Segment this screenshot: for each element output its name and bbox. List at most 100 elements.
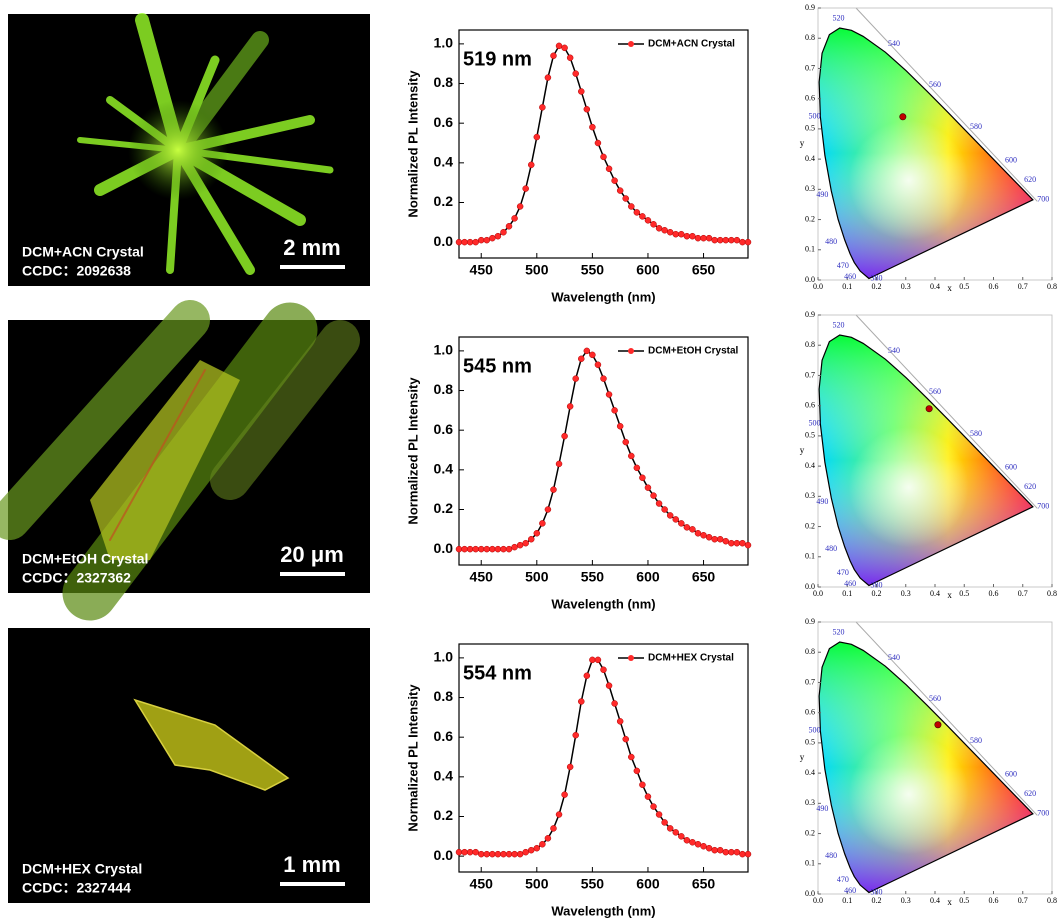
data-point <box>689 839 695 845</box>
wavelength-label: 540 <box>888 653 900 662</box>
y-tick-label: 1.0 <box>434 649 454 665</box>
data-point <box>517 542 523 548</box>
data-point <box>601 667 607 673</box>
data-point <box>662 506 668 512</box>
data-point <box>506 223 512 229</box>
wavelength-label: 620 <box>1024 175 1036 184</box>
data-point <box>684 524 690 530</box>
data-point <box>534 530 540 536</box>
data-point <box>684 233 690 239</box>
photo-ccdc: CCDC：2092638 <box>22 263 131 279</box>
data-point <box>578 356 584 362</box>
x-tick-label: 0.6 <box>989 896 999 905</box>
x-axis-title: x <box>947 897 952 907</box>
data-point <box>612 178 618 184</box>
wavelength-label: 700 <box>1037 195 1049 204</box>
data-point <box>695 235 701 241</box>
data-point <box>462 849 468 855</box>
data-point <box>595 657 601 663</box>
data-point <box>567 403 573 409</box>
x-tick-label: 0.3 <box>901 589 911 598</box>
data-point <box>517 851 523 857</box>
wavelength-label: 600 <box>1005 155 1017 164</box>
data-point <box>534 134 540 140</box>
data-point <box>656 225 662 231</box>
y-axis-title: Normalized PL Intensity <box>405 684 420 832</box>
wavelength-label: 520 <box>832 627 844 636</box>
scale-label: 1 mm <box>283 852 340 877</box>
wavelength-label: 620 <box>1024 482 1036 491</box>
data-point <box>628 453 634 459</box>
wavelength-label: 580 <box>970 122 982 131</box>
y-tick-label: 0.0 <box>805 582 815 591</box>
data-point <box>926 405 932 411</box>
y-tick-label: 1.0 <box>434 342 454 358</box>
x-tick-label: 0.2 <box>872 896 882 905</box>
data-point <box>723 237 729 243</box>
data-point <box>689 526 695 532</box>
data-point <box>645 485 651 491</box>
data-point <box>673 231 679 237</box>
wavelength-label: 600 <box>1005 462 1017 471</box>
data-point <box>539 841 545 847</box>
x-tick-label: 600 <box>636 262 660 278</box>
data-point <box>728 849 734 855</box>
y-tick-label: 0.4 <box>805 154 815 163</box>
x-tick-label: 500 <box>525 876 549 892</box>
data-point <box>723 849 729 855</box>
data-point <box>623 439 629 445</box>
data-point <box>512 544 518 550</box>
photo-label: DCM+HEX Crystal <box>22 861 142 877</box>
y-tick-label: 0.8 <box>434 381 454 397</box>
data-point <box>456 239 462 245</box>
x-tick-label: 500 <box>525 569 549 585</box>
data-point <box>623 196 629 202</box>
data-point <box>662 819 668 825</box>
data-point <box>662 227 668 233</box>
data-point <box>628 754 634 760</box>
data-point <box>623 736 629 742</box>
x-axis-title: Wavelength (nm) <box>551 596 655 611</box>
legend-label: DCM+HEX Crystal <box>648 653 734 664</box>
wavelength-label: 520 <box>832 13 844 22</box>
x-tick-label: 0.7 <box>1018 589 1028 598</box>
data-point <box>706 534 712 540</box>
wavelength-label: 470 <box>837 568 849 577</box>
x-tick-label: 0.1 <box>842 282 852 291</box>
x-tick-label: 0.4 <box>930 896 940 905</box>
wavelength-label: 460 <box>844 579 856 588</box>
data-point <box>528 847 534 853</box>
data-point <box>645 794 651 800</box>
x-tick-label: 550 <box>581 569 605 585</box>
data-point <box>728 540 734 546</box>
page: DCM+ACN CrystalCCDC：20926382 mmDCM+EtOH … <box>0 0 1064 921</box>
data-point <box>473 546 479 552</box>
peak-annotation: 545 nm <box>463 355 532 377</box>
y-tick-label: 0.8 <box>805 33 815 42</box>
wavelength-label: 380 <box>871 887 883 896</box>
data-point <box>739 540 745 546</box>
data-point <box>495 233 501 239</box>
data-point <box>935 722 941 728</box>
y-axis-title: y <box>800 138 805 148</box>
data-point <box>500 851 506 857</box>
data-point <box>462 239 468 245</box>
y-tick-label: 0.3 <box>805 491 815 500</box>
data-point <box>556 43 562 49</box>
x-tick-label: 0.8 <box>1047 589 1057 598</box>
data-point <box>562 433 568 439</box>
x-tick-label: 450 <box>470 262 494 278</box>
wavelength-label: 560 <box>929 387 941 396</box>
data-point <box>734 237 740 243</box>
y-tick-label: 0.8 <box>805 340 815 349</box>
data-point <box>550 825 556 831</box>
data-point <box>534 845 540 851</box>
data-point <box>595 362 601 368</box>
y-tick-label: 0.7 <box>805 677 815 686</box>
spectrum-chart: 4505005506006500.00.20.40.60.81.0Wavelen… <box>405 30 751 304</box>
x-tick-label: 0.6 <box>989 589 999 598</box>
y-tick-label: 0.3 <box>805 798 815 807</box>
wavelength-label: 620 <box>1024 789 1036 798</box>
data-point <box>612 700 618 706</box>
wavelength-label: 500 <box>808 726 820 735</box>
